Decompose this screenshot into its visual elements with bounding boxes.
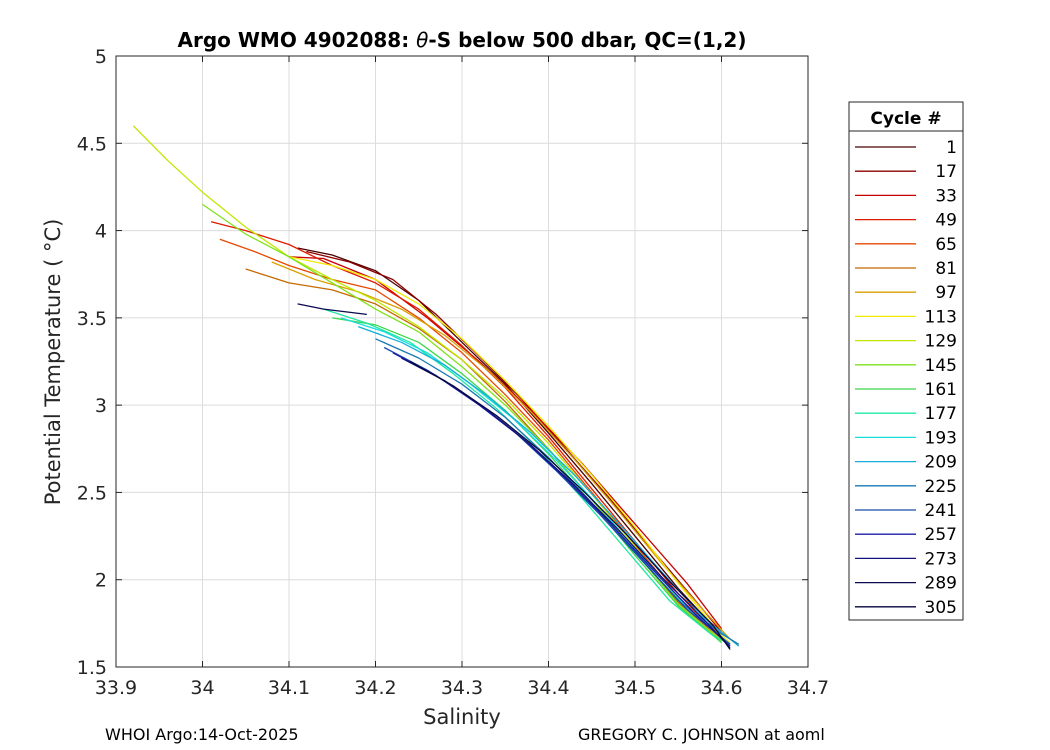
series-line-cycle-1 [297, 247, 722, 637]
legend-label-177: 177 [925, 404, 957, 424]
x-tick-label: 34.6 [700, 677, 742, 699]
x-tick-label: 34.2 [354, 677, 396, 699]
series-line-cycle-289 [297, 303, 367, 316]
x-tick-label: 33.9 [95, 677, 137, 699]
series-line-cycle-225 [375, 338, 740, 645]
legend-label-209: 209 [925, 453, 957, 473]
legend-label-33: 33 [935, 186, 957, 206]
y-tick-label: 2.5 [77, 482, 107, 504]
series-line-cycle-65 [219, 238, 722, 637]
y-tick-label: 4 [95, 221, 107, 243]
x-tick-label: 34.3 [441, 677, 483, 699]
series-line-cycle-17 [306, 250, 723, 633]
legend-label-81: 81 [935, 259, 957, 279]
legend-label-225: 225 [925, 477, 957, 497]
title-theta: θ [416, 28, 428, 52]
x-tick-label: 34 [190, 677, 214, 699]
legend: Cycle # 1 17 33 49 65 81 97 113 129 145 161 177 193 2… [848, 101, 964, 621]
title-prefix: Argo WMO 4902088: [178, 28, 417, 52]
y-tick-label: 4.5 [77, 133, 107, 155]
tick-marks: 33.9 34 34.1 34.2 34.3 34.4 34.5 34.6 34.71.522.… [77, 46, 829, 699]
y-axis-label: Potential Temperature ( °C) [41, 219, 65, 506]
x-tick-label: 34.7 [787, 677, 829, 699]
series-line-cycle-33 [288, 256, 723, 629]
legend-label-305: 305 [925, 598, 957, 618]
x-tick-label: 34.1 [268, 677, 310, 699]
legend-label-129: 129 [925, 332, 957, 352]
legend-label-257: 257 [925, 525, 957, 545]
legend-label-97: 97 [935, 283, 957, 303]
legend-label-241: 241 [925, 501, 957, 521]
legend-entries: 1 17 33 49 65 81 97 113 129 145 161 177 193 209 225 241… [855, 138, 957, 618]
footer-left: WHOI Argo:14-Oct-2025 [105, 725, 299, 744]
y-tick-label: 3 [95, 395, 107, 417]
y-tick-label: 2 [95, 570, 107, 592]
y-tick-label: 5 [95, 46, 107, 68]
x-axis-label: Salinity [423, 705, 501, 729]
legend-title: Cycle # [870, 109, 941, 129]
legend-label-65: 65 [935, 235, 957, 255]
title-suffix: -S below 500 dbar, QC=(1,2) [428, 28, 746, 52]
y-tick-label: 3.5 [77, 308, 107, 330]
legend-label-161: 161 [925, 380, 957, 400]
series-line-cycle-113 [288, 256, 731, 644]
legend-label-145: 145 [925, 356, 957, 376]
series-line-cycle-305 [409, 360, 731, 650]
series-group [132, 125, 740, 650]
legend-label-273: 273 [925, 549, 957, 569]
legend-label-17: 17 [935, 162, 957, 182]
legend-label-289: 289 [925, 574, 957, 594]
legend-label-1: 1 [946, 138, 957, 158]
chart-title: Argo WMO 4902088: θ-S below 500 dbar, QC… [178, 28, 747, 52]
x-tick-label: 34.5 [614, 677, 656, 699]
x-tick-label: 34.4 [527, 677, 569, 699]
footer-right: GREGORY C. JOHNSON at aoml [578, 725, 825, 744]
y-tick-label: 1.5 [77, 657, 107, 679]
legend-label-113: 113 [925, 307, 957, 327]
grid-lines [116, 56, 808, 667]
legend-label-193: 193 [925, 428, 957, 448]
legend-label-49: 49 [935, 211, 957, 231]
